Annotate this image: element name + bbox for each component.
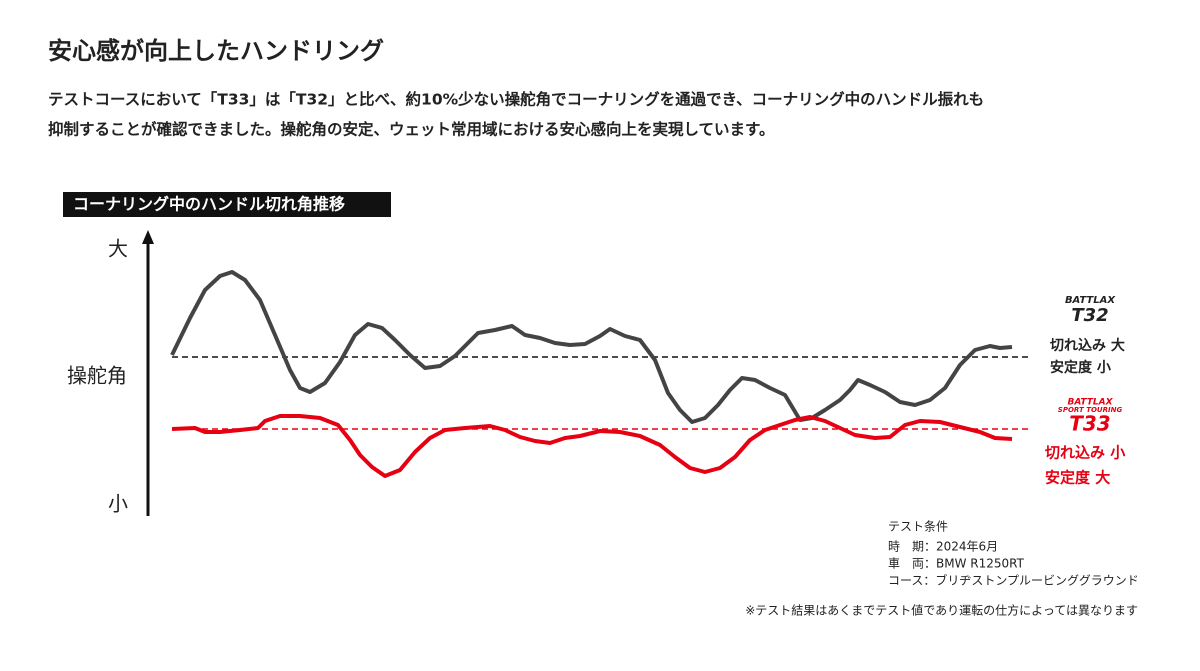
condition: 車 両：BMW R1250RT xyxy=(888,557,1025,571)
description: テストコースにおいて「T33」は「T32」と比べ、約10%少ない操舵角でコーナリ… xyxy=(48,90,984,109)
axis-arrow xyxy=(142,230,154,244)
model: T33 xyxy=(1069,412,1110,436)
brand: BATTLAX xyxy=(1065,295,1116,306)
t32-line xyxy=(170,270,1013,424)
chart-title-box xyxy=(63,192,391,217)
note: 安定度 小 xyxy=(1050,359,1111,376)
condition: コース：ブリヂストンプルービンググラウンド xyxy=(888,573,1139,588)
conditions-heading: テスト条件 xyxy=(888,520,948,534)
title: 安心感が向上したハンドリング xyxy=(48,37,384,65)
axis-bottom: 小 xyxy=(108,492,128,516)
condition: 時 期：2024年6月 xyxy=(888,540,998,554)
axis-label: 操舵角 xyxy=(67,364,127,388)
note: 切れ込み 大 xyxy=(1050,337,1125,354)
axis-top: 大 xyxy=(108,237,128,261)
brand: BATTLAX xyxy=(1067,398,1113,408)
description: 抑制することが確認できました。操舵角の安定、ウェット常用域における安心感向上を実… xyxy=(48,120,775,139)
model: T32 xyxy=(1071,305,1108,326)
sub-brand: SPORT TOURING xyxy=(1058,406,1123,414)
t33-line xyxy=(171,414,1013,478)
chart-title: コーナリング中のハンドル切れ角推移 xyxy=(73,195,345,214)
note: 切れ込み 小 xyxy=(1045,444,1125,462)
note: 安定度 大 xyxy=(1045,469,1110,487)
footnote: ※テスト結果はあくまでテスト値であり運転の仕方によっては異なります xyxy=(745,603,1138,618)
